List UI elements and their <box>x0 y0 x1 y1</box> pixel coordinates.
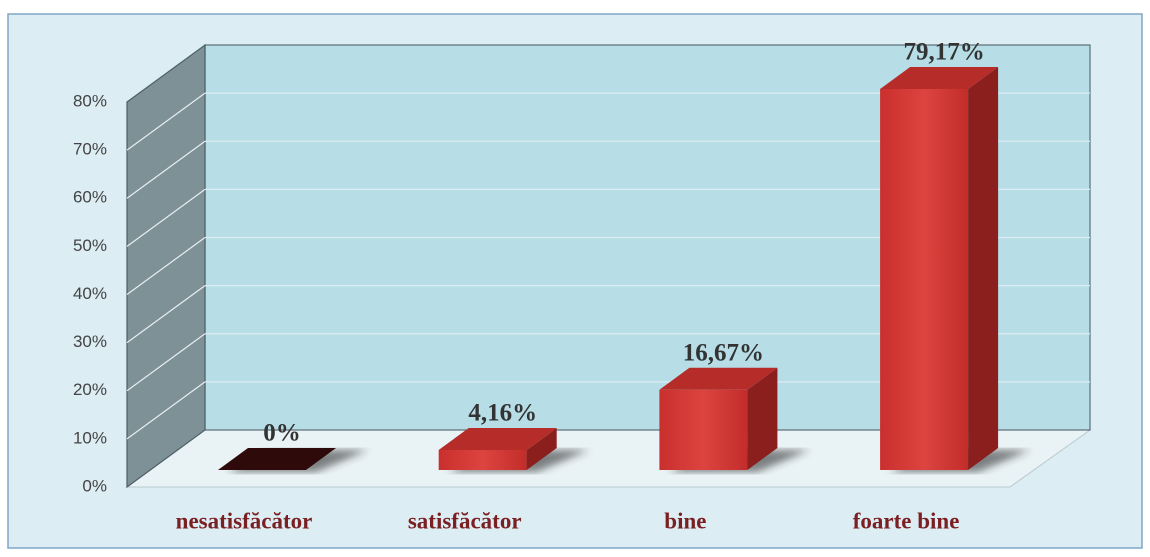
bar-top <box>659 367 778 390</box>
grid-line <box>126 140 206 199</box>
grid-line <box>126 333 206 392</box>
grid-line <box>126 188 206 247</box>
bar-front <box>438 449 527 470</box>
bar-top <box>880 66 999 89</box>
data-label: 79,17% <box>903 39 984 66</box>
x-tick-label: satisfăcător <box>408 508 522 533</box>
data-label: 4,16% <box>468 400 537 427</box>
bar-top <box>218 448 336 470</box>
y-tick-label: 50% <box>73 236 107 255</box>
data-label: 0% <box>263 420 301 447</box>
bar-top <box>438 427 557 450</box>
y-tick-label: 10% <box>73 428 107 447</box>
bar-front <box>880 88 969 470</box>
x-tick-label: bine <box>664 508 706 533</box>
bar-side <box>968 66 999 470</box>
grid-line <box>126 92 206 151</box>
y-tick-label: 60% <box>73 188 107 207</box>
grid-line <box>126 381 206 440</box>
bar-front <box>659 389 748 470</box>
y-tick-label: 70% <box>73 140 107 159</box>
bar-side <box>526 427 557 470</box>
x-tick-label: nesatisfăcător <box>176 508 313 533</box>
y-tick-label: 30% <box>73 332 107 351</box>
grid-line <box>126 285 206 344</box>
y-tick-label: 20% <box>73 380 107 399</box>
y-tick-label: 80% <box>73 91 107 110</box>
grid-line <box>126 237 206 295</box>
y-tick-label: 0% <box>82 476 107 495</box>
y-tick-label: 40% <box>73 284 107 303</box>
x-tick-label: foarte bine <box>853 508 960 533</box>
bar-side <box>747 367 778 470</box>
data-label: 16,67% <box>683 340 764 367</box>
